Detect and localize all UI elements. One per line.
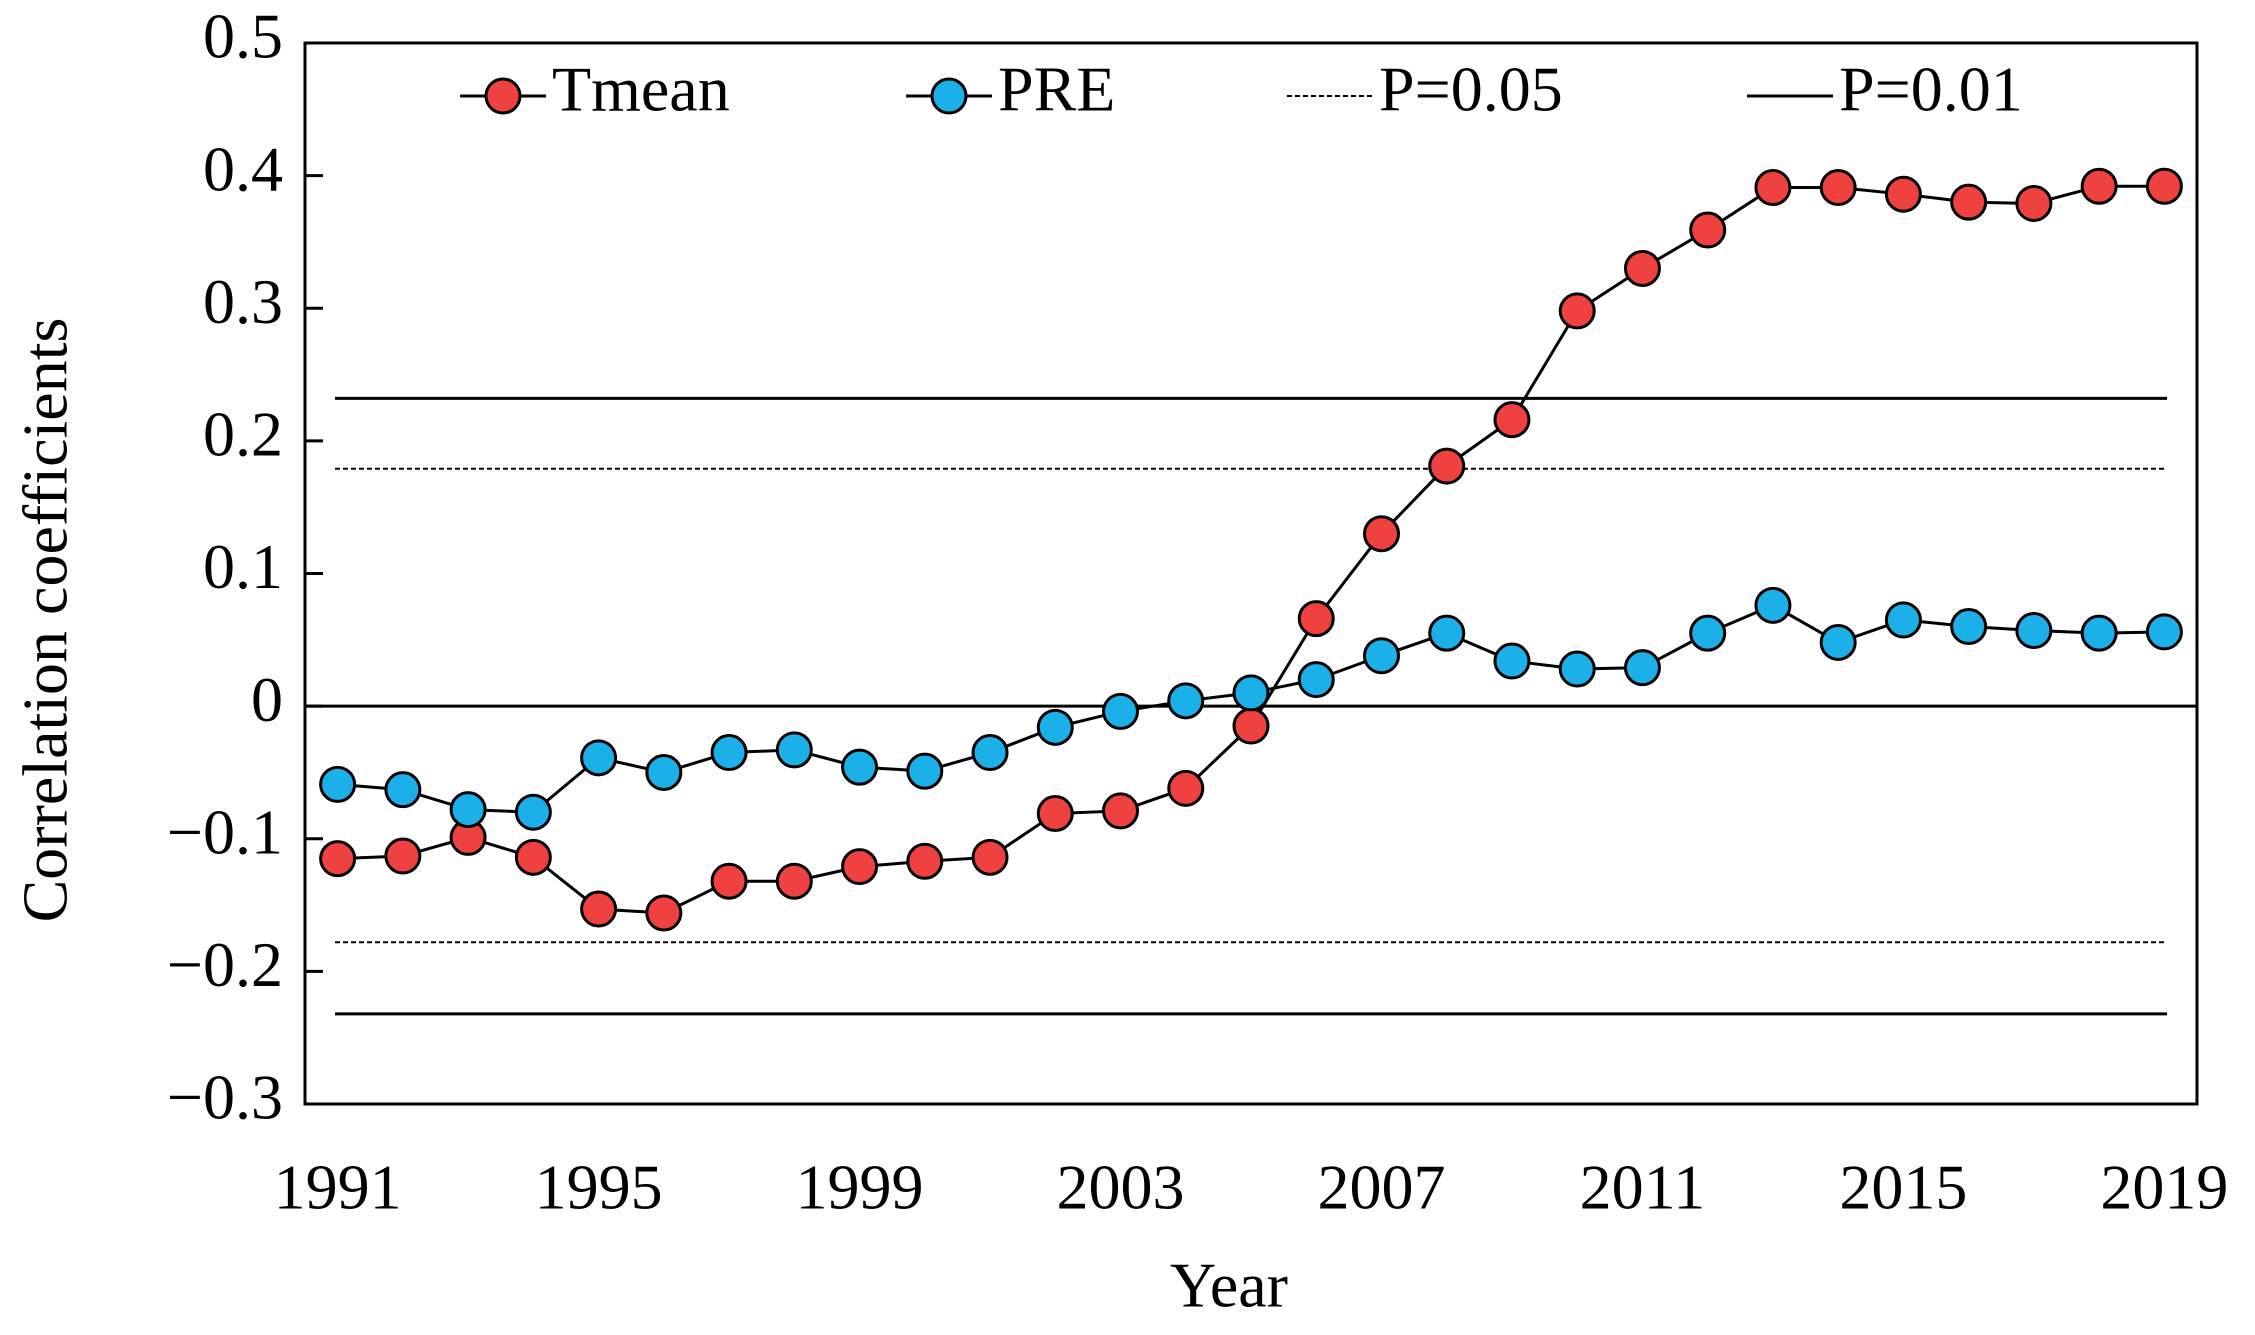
point xyxy=(449,791,487,829)
point xyxy=(384,837,422,875)
point xyxy=(319,840,357,878)
legend-label: P=0.05 xyxy=(1379,54,1563,125)
point xyxy=(319,765,357,803)
series-line xyxy=(337,184,2165,915)
point xyxy=(775,731,813,769)
point xyxy=(2145,613,2183,651)
legend-marker xyxy=(484,77,522,115)
point xyxy=(645,753,683,791)
point xyxy=(1362,515,1400,553)
point xyxy=(1232,707,1270,745)
x-tick-label: 1991 xyxy=(274,1152,402,1223)
point xyxy=(1297,600,1335,638)
point xyxy=(1754,586,1792,624)
point xyxy=(841,848,879,886)
y-tick-label: 0 xyxy=(251,664,283,735)
point xyxy=(384,771,422,809)
point xyxy=(1102,692,1140,730)
point xyxy=(775,862,813,900)
point xyxy=(710,862,748,900)
point xyxy=(1036,708,1074,746)
point xyxy=(1884,175,1922,213)
point xyxy=(1232,674,1270,712)
point xyxy=(2080,167,2118,205)
point xyxy=(2015,612,2053,650)
point xyxy=(1950,608,1988,646)
y-tick-label: −0.1 xyxy=(167,796,283,867)
point xyxy=(1819,623,1857,661)
y-tick-label: 0.2 xyxy=(203,399,283,470)
point xyxy=(1167,682,1205,720)
point xyxy=(1754,169,1792,207)
point xyxy=(580,739,618,777)
point xyxy=(1493,401,1531,439)
point xyxy=(1428,614,1466,652)
point xyxy=(1362,637,1400,675)
legend-label: Tmean xyxy=(552,54,730,125)
y-tick-label: 0.3 xyxy=(203,266,283,337)
point xyxy=(1689,211,1727,249)
legend-marker xyxy=(930,77,968,115)
point xyxy=(1493,642,1531,680)
point xyxy=(1819,169,1857,207)
y-tick-label: 0.1 xyxy=(203,531,283,602)
y-tick-label: −0.2 xyxy=(167,929,283,1000)
point xyxy=(645,894,683,932)
point xyxy=(1623,649,1661,687)
y-axis-title: Correlation coefficients xyxy=(10,318,81,923)
point xyxy=(2015,184,2053,222)
x-tick-label: 2019 xyxy=(2100,1152,2228,1223)
point xyxy=(2145,167,2183,205)
legend-label: PRE xyxy=(998,54,1115,125)
y-tick-label: −0.3 xyxy=(167,1062,283,1133)
point xyxy=(1102,792,1140,830)
legend-label: P=0.01 xyxy=(1839,54,2023,125)
point xyxy=(1950,183,1988,221)
point xyxy=(514,793,552,831)
x-tick-label: 1999 xyxy=(796,1152,924,1223)
point xyxy=(971,734,1009,772)
point xyxy=(1167,769,1205,807)
point xyxy=(906,752,944,790)
x-tick-label: 2007 xyxy=(1317,1152,1445,1223)
point xyxy=(580,890,618,928)
point xyxy=(1428,447,1466,485)
point xyxy=(514,838,552,876)
point xyxy=(906,842,944,880)
point xyxy=(1297,661,1335,699)
x-tick-label: 2003 xyxy=(1057,1152,1185,1223)
x-tick-label: 1995 xyxy=(535,1152,663,1223)
y-tick-label: 0.5 xyxy=(203,1,283,72)
point xyxy=(710,734,748,772)
x-tick-label: 2015 xyxy=(1839,1152,1967,1223)
point xyxy=(1689,614,1727,652)
point xyxy=(841,748,879,786)
point xyxy=(1036,795,1074,833)
x-tick-label: 2011 xyxy=(1580,1152,1706,1223)
y-tick-label: 0.4 xyxy=(203,133,283,204)
point xyxy=(2080,614,2118,652)
x-axis-title: Year xyxy=(1170,1250,1288,1321)
point xyxy=(971,838,1009,876)
point xyxy=(1558,292,1596,330)
point xyxy=(1623,249,1661,287)
point xyxy=(1884,601,1922,639)
point xyxy=(1558,650,1596,688)
